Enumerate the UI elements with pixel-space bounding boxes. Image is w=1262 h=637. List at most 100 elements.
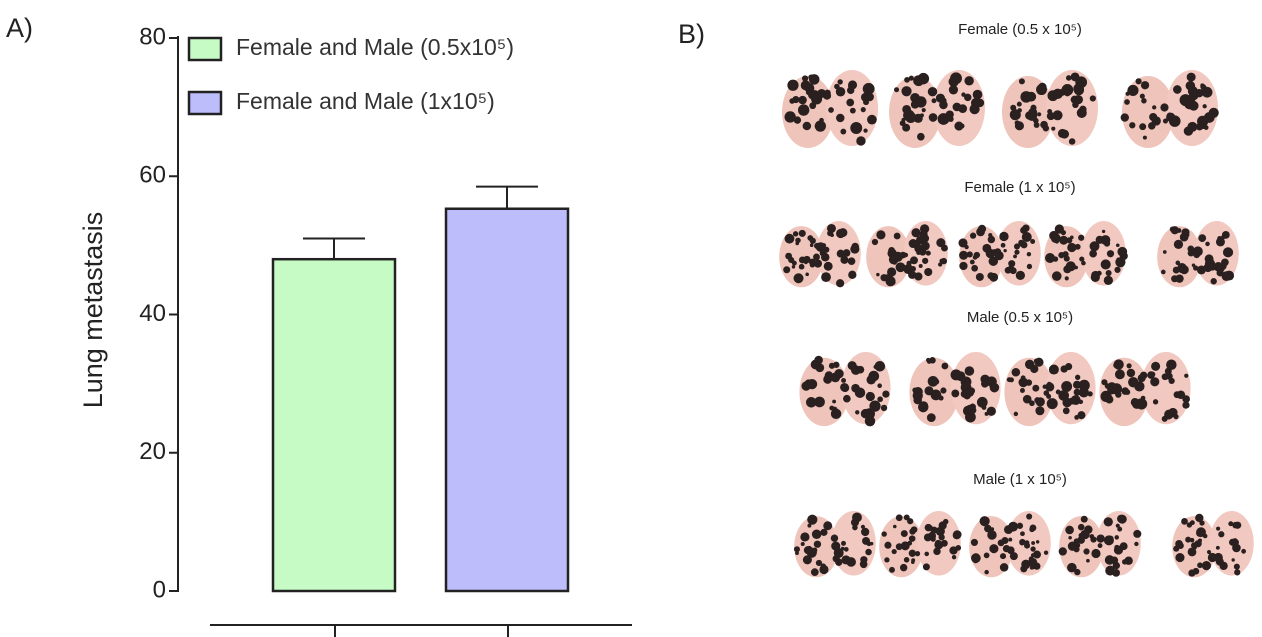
nodule [990,383,1000,393]
nodule [948,116,954,122]
nodule [1192,264,1195,267]
nodule [941,540,948,547]
nodule [887,267,896,276]
nodule [1068,536,1072,540]
nodule [1096,236,1104,244]
nodule [847,87,854,94]
group-label: Male (0.5 x 10⁵) [967,309,1073,326]
nodule [1129,379,1137,387]
nodule [861,525,865,529]
lung-photo [1002,70,1098,148]
nodule [1031,541,1035,545]
nodule [1193,251,1200,258]
nodule [1136,398,1147,409]
nodule [964,76,973,85]
nodule [973,90,983,100]
nodule [1079,533,1085,539]
nodule [1143,136,1147,140]
nodule [863,83,875,95]
nodule [1185,537,1191,543]
group-label: Female (0.5 x 10⁵) [958,21,1082,38]
nodule [909,550,916,557]
nodule [920,224,929,233]
nodule [792,96,799,103]
nodule [1104,517,1113,526]
nodule [1208,553,1217,562]
nodule [812,548,817,553]
nodule [1117,515,1125,523]
nodule [784,111,795,122]
nodule [1114,267,1120,273]
nodule [1017,102,1022,107]
nodule [1174,240,1183,249]
lung-photo [1044,221,1128,287]
nodule [1073,83,1084,94]
nodule [1053,89,1063,99]
nodule [1117,527,1122,532]
nodule [1163,119,1168,124]
nodule [971,265,978,272]
nodule [905,112,916,123]
nodule [850,108,856,114]
lung-photo [782,70,878,148]
nodule [1066,75,1072,81]
nodule [1209,108,1219,118]
nodule [1078,524,1085,531]
nodule [1043,125,1049,131]
nodule [1196,530,1203,537]
nodule [1104,535,1114,545]
nodule [984,525,992,533]
nodule [1014,412,1018,416]
nodule [803,555,812,564]
nodule [1065,363,1072,370]
lung-photo [1157,221,1239,287]
lung-photo [958,221,1040,287]
nodule [851,243,859,251]
nodule [1030,566,1034,570]
nodule [1027,264,1032,269]
nodule [924,386,933,395]
nodule [1007,546,1015,554]
nodule [1098,543,1103,548]
nodule [794,273,804,283]
nodule [1200,116,1207,123]
lung-photo [1172,511,1254,577]
nodule [811,360,821,370]
nodule [1064,90,1071,97]
nodule [961,376,972,387]
nodule [829,406,834,411]
nodule [1036,540,1039,543]
nodule [1030,546,1035,551]
nodule [1116,257,1121,262]
nodule [911,560,915,564]
nodule [954,122,963,131]
nodule [873,365,877,369]
nodule [1107,250,1114,257]
nodule [1106,277,1112,283]
nodule [792,265,795,268]
nodule [798,104,809,115]
nodule [1074,415,1079,420]
nodule [951,390,959,398]
nodule [914,272,922,280]
nodule [951,80,956,85]
nodule [1189,101,1199,111]
nodule [1000,563,1009,572]
nodule [1173,546,1179,552]
nodule [1058,129,1067,138]
nodule [876,273,879,276]
nodule [1051,127,1055,131]
nodule [1102,230,1105,233]
nodule [836,114,844,122]
nodule [856,136,865,145]
nodule [1055,239,1059,243]
group-label: Male (1 x 10⁵) [973,471,1067,488]
nodule [860,556,867,563]
nodule [850,122,862,134]
nodule [846,99,854,107]
nodule [1152,116,1161,125]
nodule [926,251,931,256]
legend-swatch [189,92,221,114]
nodule [904,77,910,83]
nodule [1140,94,1145,99]
